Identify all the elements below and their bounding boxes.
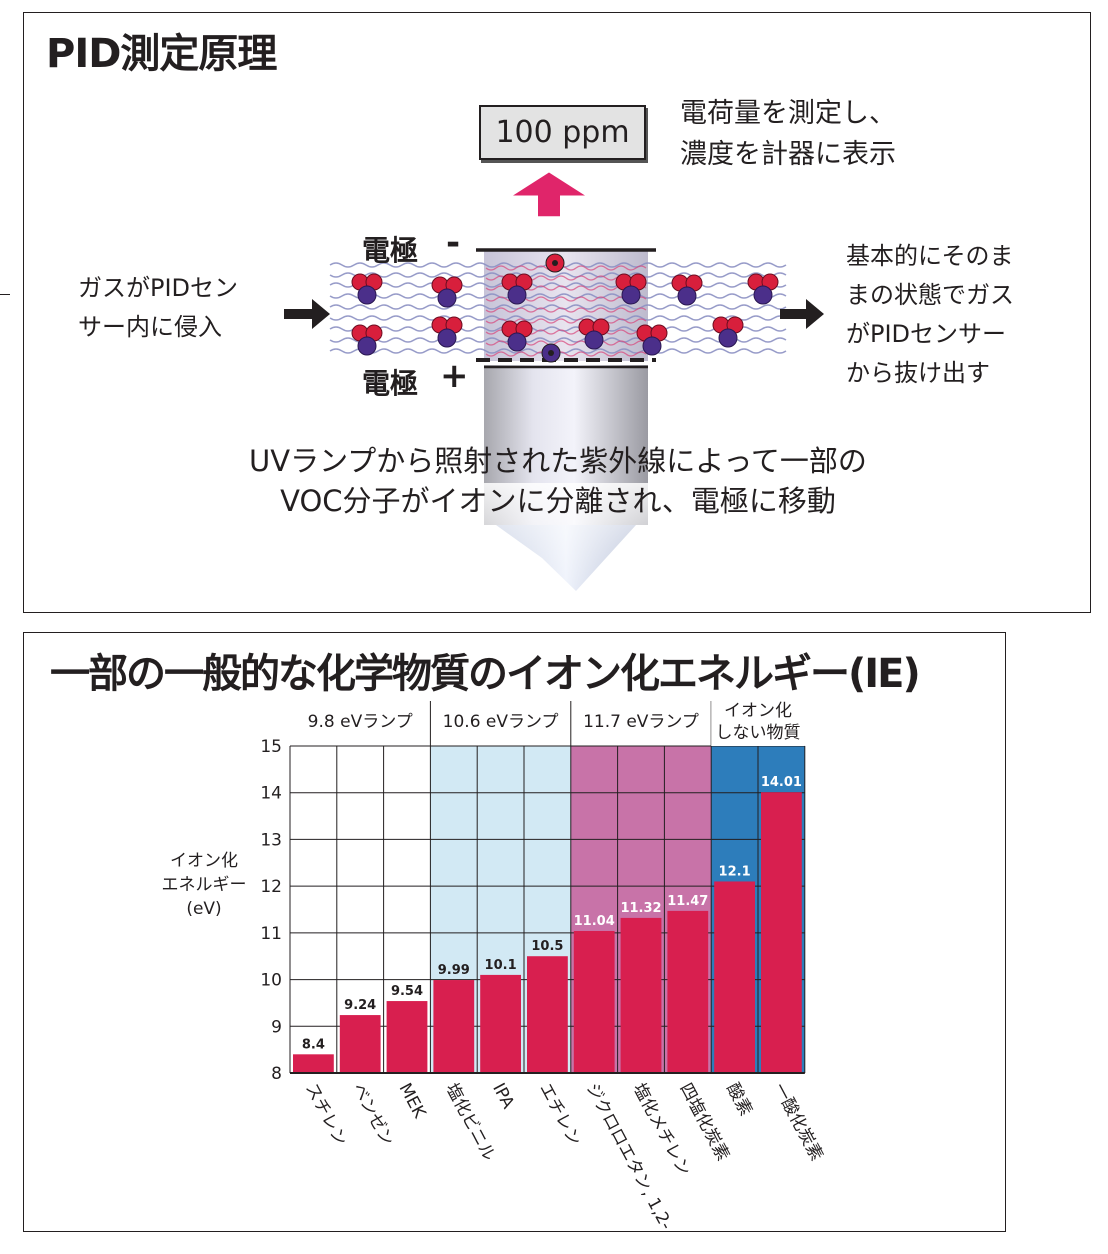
ion-at-negative-electrode: [545, 253, 565, 273]
voc-molecule: [351, 273, 383, 305]
voc-molecule: [578, 318, 610, 350]
voc-molecule: [501, 273, 533, 305]
y-tick-label: 14: [260, 784, 282, 804]
voc-molecule: [431, 316, 463, 348]
non-ionizing-header-bg: [711, 701, 805, 746]
gas-inlet-arrow-icon: [284, 299, 330, 329]
ie-bar: [667, 910, 709, 1073]
pid-sensor-illustration: [284, 172, 824, 598]
ie-bar: [573, 930, 615, 1073]
category-label: 一酸化炭素: [769, 1080, 827, 1164]
gas-outlet-note-line4: から抜け出す: [846, 359, 990, 387]
gas-inlet-note-line1: ガスがPIDセン: [78, 274, 239, 302]
y-tick-label: 11: [260, 924, 282, 944]
ie-bar: [714, 881, 755, 1073]
ie-value-label: 11.47: [667, 894, 708, 909]
gas-outlet-arrow-icon: [780, 299, 824, 329]
gas-flow-wave: [329, 326, 787, 332]
y-axis-label: エネルギー: [162, 875, 247, 895]
y-tick-label: 15: [260, 737, 282, 757]
ie-value-label: 9.24: [344, 998, 376, 1013]
ie-bar: [480, 974, 521, 1073]
category-label: MEK: [395, 1080, 430, 1122]
lamp-group-label: 9.8 eVランプ: [308, 712, 413, 732]
ie-bar: [620, 917, 662, 1073]
gas-flow-wave: [329, 272, 787, 278]
ionization-energy-panel: 一部の一般的な化学物質のイオン化エネルギー(IE) 9.8 eVランプ 10.6 …: [23, 632, 1006, 1233]
category-label: エチレン: [535, 1080, 585, 1149]
ie-value-label: 12.1: [719, 864, 751, 879]
y-axis-label: (eV): [186, 899, 221, 919]
gas-outlet-note-line1: 基本的にそのま: [846, 242, 1014, 270]
y-tick-label: 10: [260, 971, 282, 991]
ie-bar: [433, 980, 475, 1073]
lamp-fade-overlay: [479, 483, 654, 598]
positive-electrode-label: 電極: [362, 367, 419, 400]
negative-electrode-sign: -: [446, 223, 461, 263]
ie-bar: [293, 1054, 334, 1073]
margin-tick-mark: [0, 294, 10, 295]
ie-value-label: 10.5: [531, 939, 563, 954]
ie-value-label: 11.32: [620, 901, 661, 916]
measure-note-line1: 電荷量を測定し、: [680, 98, 896, 129]
gas-flow-wave: [329, 315, 787, 321]
principle-title: PID測定原理: [46, 31, 277, 77]
ionized-flow-wave: [485, 307, 647, 313]
gas-flow-wave: [329, 304, 787, 310]
voc-molecule: [636, 324, 668, 356]
y-tick-label: 12: [260, 877, 282, 897]
ie-bar: [339, 1015, 381, 1073]
ie-value-label: 9.99: [438, 963, 470, 978]
voc-molecule: [501, 320, 533, 352]
lamp-group-label: 11.7 eVランプ: [583, 712, 699, 732]
measure-note-line2: 濃度を計器に表示: [680, 139, 896, 170]
ie-value-label: 8.4: [302, 1037, 325, 1052]
gas-flow-wave: [329, 337, 787, 343]
gas-outlet-note-line3: がPIDセンサー: [846, 320, 1007, 348]
pid-principle-panel: PID測定原理: [23, 12, 1091, 613]
category-label: IPA: [488, 1080, 518, 1113]
lamp-group-label: しない物質: [716, 723, 801, 743]
lamp-group-label: 10.6 eVランプ: [443, 712, 559, 732]
gas-flow-wave: [329, 282, 787, 288]
uv-caption-line1: UVランプから照射された紫外線によって一部の: [249, 444, 867, 478]
ie-value-label: 11.04: [574, 914, 615, 929]
concentration-readout: 100 ppm: [479, 105, 646, 160]
y-axis-label: イオン化: [170, 851, 238, 871]
positive-electrode-sign: +: [440, 356, 469, 396]
category-label: ジクロロエタン, 1,2-: [582, 1080, 676, 1233]
negative-electrode-label: 電極: [362, 234, 419, 267]
upward-arrow-icon: [513, 172, 585, 217]
ionization-energy-chart: 9.8 eVランプ 10.6 eVランプ 11.7 eVランプイオン化しない物質8.…: [162, 701, 827, 1233]
ion-at-positive-electrode: [541, 343, 561, 363]
y-tick-label: 13: [260, 830, 282, 850]
gas-flow-wave: [329, 293, 787, 299]
chart-title: 一部の一般的な化学物質のイオン化エネルギー(IE): [50, 651, 921, 697]
voc-molecule: [747, 273, 779, 305]
lamp-group-label: イオン化: [724, 701, 792, 721]
voc-molecule: [615, 273, 647, 305]
ie-bar: [386, 1001, 428, 1073]
ionized-flow-wave: [485, 351, 647, 357]
category-label: ベンゼン: [348, 1080, 398, 1149]
ie-value-label: 9.54: [391, 984, 423, 999]
voc-molecules: [351, 253, 779, 363]
y-tick-label: 9: [271, 1017, 282, 1037]
y-tick-label: 8: [271, 1064, 282, 1084]
ionized-flow-wave: [485, 265, 647, 271]
category-label: スチレン: [301, 1080, 351, 1149]
gas-outlet-note-line2: まの状態でガス: [846, 281, 1014, 309]
ie-bar: [761, 792, 802, 1073]
uv-caption-line2: VOC分子がイオンに分離され、電極に移動: [280, 484, 836, 518]
ie-value-label: 10.1: [485, 958, 517, 973]
voc-molecule: [712, 316, 744, 348]
voc-molecule: [351, 324, 383, 356]
voc-molecule: [671, 274, 703, 306]
ie-bar: [527, 956, 568, 1073]
category-label: 酸素: [722, 1080, 756, 1119]
voc-molecule: [431, 276, 463, 308]
ie-value-label: 14.01: [761, 775, 802, 790]
gas-inlet-note-line2: サー内に侵入: [78, 313, 222, 341]
